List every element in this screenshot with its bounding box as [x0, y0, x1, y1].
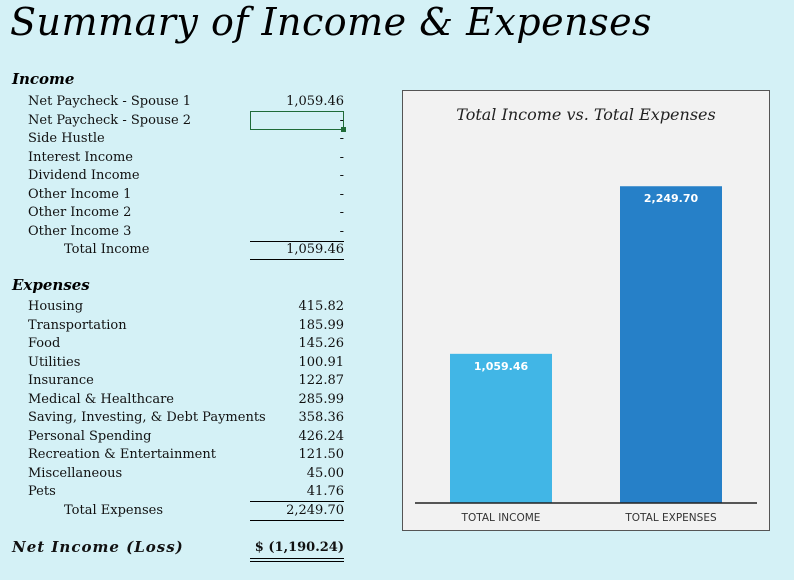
- expense-label: Saving, Investing, & Debt Payments: [28, 410, 266, 425]
- expense-value-cell[interactable]: 121.50: [298, 447, 345, 462]
- income-total-label: Total Income: [64, 242, 150, 257]
- expense-row: Insurance 122.87: [0, 372, 360, 390]
- expense-total-label: Total Expenses: [64, 502, 163, 518]
- expense-row: Utilities 100.91: [0, 354, 360, 372]
- income-row: Dividend Income -: [0, 167, 360, 185]
- expense-value-cell[interactable]: 285.99: [298, 391, 345, 407]
- income-value-cell[interactable]: -: [339, 205, 344, 220]
- income-row: Net Paycheck - Spouse 1 1,059.46: [0, 93, 360, 111]
- net-income-value[interactable]: $ (1,190.24): [254, 540, 344, 555]
- income-heading: Income: [12, 70, 75, 88]
- expense-row: Saving, Investing, & Debt Payments 358.36: [0, 409, 360, 427]
- net-income-label: Net Income (Loss): [12, 538, 184, 556]
- cell-border: [250, 502, 344, 521]
- expense-label: Pets: [28, 484, 56, 499]
- expense-value-cell[interactable]: 41.76: [306, 484, 344, 499]
- income-row: Side Hustle -: [0, 130, 360, 148]
- expense-row: Recreation & Entertainment 121.50: [0, 446, 360, 464]
- expense-value-cell[interactable]: 426.24: [298, 428, 345, 444]
- income-row: Interest Income -: [0, 149, 360, 167]
- expense-value-cell[interactable]: 358.36: [298, 410, 345, 425]
- expense-value-cell[interactable]: 45.00: [306, 465, 344, 481]
- expense-label: Medical & Healthcare: [28, 391, 174, 407]
- selected-cell-outline: [250, 110, 346, 132]
- expense-row: Personal Spending 426.24: [0, 428, 360, 446]
- cell-border: [250, 241, 344, 260]
- income-value-cell[interactable]: -: [339, 131, 344, 146]
- net-income-row: Net Income (Loss) $ (1,190.24): [12, 536, 352, 562]
- expense-row: Food 145.26: [0, 335, 360, 353]
- income-row: Net Paycheck - Spouse 2 -: [0, 110, 360, 132]
- expense-value-cell[interactable]: 122.87: [298, 373, 345, 388]
- expense-row: Housing 415.82: [0, 298, 360, 316]
- income-total-value[interactable]: 1,059.46: [286, 242, 344, 257]
- double-underline: [250, 558, 344, 562]
- income-label: Other Income 2: [28, 205, 132, 220]
- expense-value-cell[interactable]: 185.99: [298, 317, 345, 333]
- expense-label: Personal Spending: [28, 428, 152, 444]
- income-label: Side Hustle: [28, 131, 105, 146]
- income-value-cell[interactable]: -: [339, 112, 344, 128]
- page-title: Summary of Income & Expenses: [10, 0, 653, 44]
- income-value-cell[interactable]: 1,059.46: [286, 94, 344, 109]
- expense-row: Pets 41.76: [0, 483, 360, 502]
- income-label: Other Income 1: [28, 186, 132, 202]
- expense-label: Insurance: [28, 373, 94, 388]
- income-row: Other Income 2 -: [0, 204, 360, 222]
- expense-total-row: Total Expenses 2,249.70: [0, 502, 360, 521]
- expense-label: Food: [28, 336, 61, 351]
- income-label: Other Income 3: [28, 223, 132, 239]
- expense-label: Transportation: [28, 317, 127, 333]
- expense-label: Utilities: [28, 354, 81, 370]
- expense-label: Housing: [28, 299, 84, 314]
- expenses-heading: Expenses: [12, 276, 90, 294]
- expense-label: Recreation & Entertainment: [28, 447, 216, 462]
- expense-value-cell[interactable]: 415.82: [298, 299, 345, 314]
- bar-total-income[interactable]: [450, 353, 552, 503]
- expense-row: Transportation 185.99: [0, 317, 360, 335]
- income-row: Other Income 1 -: [0, 186, 360, 204]
- income-total-row: Total Income 1,059.46: [0, 241, 360, 260]
- income-value-cell[interactable]: -: [339, 168, 344, 183]
- expense-total-value[interactable]: 2,249.70: [286, 502, 344, 518]
- income-row: Other Income 3 -: [0, 223, 360, 242]
- cell-border: [250, 483, 344, 502]
- expense-row: Miscellaneous 45.00: [0, 465, 360, 483]
- data-label: 1,059.46: [474, 360, 529, 373]
- category-tick-label: TOTAL EXPENSES: [624, 512, 717, 524]
- income-label: Dividend Income: [28, 168, 140, 183]
- income-value-cell[interactable]: -: [339, 149, 344, 165]
- income-value-cell[interactable]: -: [339, 186, 344, 202]
- cell-border: [250, 223, 344, 242]
- income-label: Net Paycheck - Spouse 1: [28, 94, 192, 109]
- income-label: Interest Income: [28, 149, 133, 165]
- expense-value-cell[interactable]: 100.91: [298, 354, 345, 370]
- expense-row: Medical & Healthcare 285.99: [0, 391, 360, 409]
- chart-plot: 1,059.46 TOTAL INCOME 2,249.70 TOTAL EXPENS…: [415, 186, 757, 524]
- expense-label: Miscellaneous: [28, 465, 123, 481]
- income-value-cell[interactable]: -: [339, 223, 344, 239]
- data-label: 2,249.70: [644, 192, 699, 205]
- income-label: Net Paycheck - Spouse 2: [28, 112, 192, 128]
- chart-title: Total Income vs. Total Expenses: [456, 105, 716, 124]
- category-tick-label: TOTAL INCOME: [461, 512, 541, 524]
- bar-total-expenses[interactable]: [620, 186, 722, 503]
- income-expense-chart[interactable]: Total Income vs. Total Expenses 1,059.46…: [402, 90, 770, 531]
- expense-value-cell[interactable]: 145.26: [298, 336, 345, 351]
